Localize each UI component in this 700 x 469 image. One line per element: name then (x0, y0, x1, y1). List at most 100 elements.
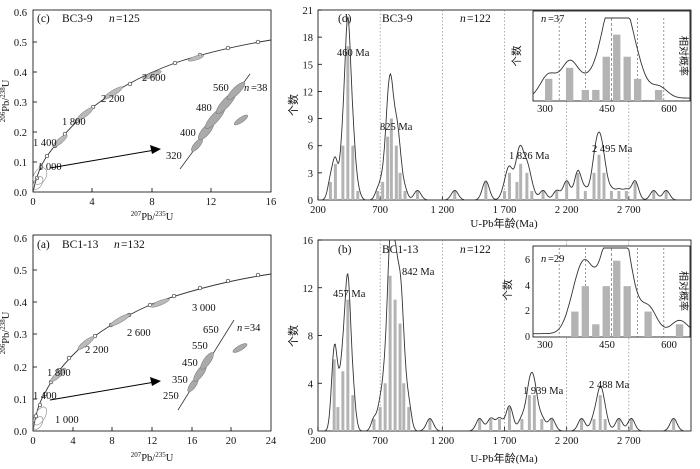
histogram-bar (664, 190, 668, 200)
panel-a-xticks: 0 4 8 12 16 20 24 (30, 436, 277, 447)
inset-bars (571, 260, 684, 337)
xtick: 450 (599, 340, 615, 351)
panel-d-letter: (d) (338, 13, 352, 25)
histogram-bar (378, 407, 382, 431)
peak-label: 460 Ma (337, 48, 370, 59)
panel-b-ylabel: 个数 (287, 325, 300, 347)
probability-curve (318, 16, 691, 201)
histogram-bar (532, 395, 536, 431)
histogram-bar (576, 172, 580, 200)
xtick: 1 700 (493, 205, 517, 216)
panel-d-peaks: 460 Ma 825 Ma 1 826 Ma 2 495 Ma (337, 48, 633, 162)
panel-c-tickmarks (33, 41, 212, 192)
arrowhead-icon (150, 377, 161, 386)
age-label: 1 000 (55, 415, 79, 426)
xtick: 2 200 (555, 205, 579, 216)
histogram-bar (428, 419, 432, 431)
inset-concordia: n =34 650 550 450 350 250 (163, 319, 261, 411)
ytick: 0.6 (14, 234, 27, 245)
ytick: 0.0 (14, 427, 27, 438)
histogram-bar (598, 395, 602, 431)
histogram-bar (623, 56, 631, 101)
ytick: 0 (308, 427, 313, 438)
panel-a-xlabel: 207Pb/235U (131, 451, 174, 464)
xtick: 1 200 (431, 436, 455, 447)
inset-n-label: n (244, 83, 249, 94)
histogram-bar (555, 190, 559, 200)
histogram-bar (393, 299, 397, 431)
inset-right-label: 相对概率 (677, 36, 690, 76)
panel-a-n-value: =132 (121, 239, 145, 251)
inset-age: 550 (192, 341, 208, 352)
peak-label: 457 Ma (333, 289, 366, 300)
histogram-bar (336, 407, 340, 431)
inset-age: 650 (203, 325, 219, 336)
panel-b-n-label: n (460, 244, 466, 256)
panel-b-xlabel: U-Pb年龄(Ma) (470, 451, 538, 465)
inset-age: 450 (182, 358, 198, 369)
ytick: 18 (303, 33, 314, 44)
panel-b-n-value: =122 (467, 244, 491, 256)
panel-d-ylabel: 个数 (287, 94, 300, 116)
xtick: 8 (149, 197, 154, 208)
histogram-bar (602, 56, 610, 101)
ytick: 0.5 (14, 266, 27, 277)
age-label: 2 600 (142, 73, 166, 84)
histogram-bar (672, 419, 676, 431)
panel-a-n-label: n (114, 239, 120, 251)
panel-d-sample: BC3-9 (382, 13, 413, 25)
histogram-bar (503, 190, 506, 200)
xtick: 600 (661, 340, 677, 351)
panel-b-letter: (b) (338, 244, 352, 256)
histogram-bar (383, 383, 387, 431)
ytick: 6 (525, 255, 530, 266)
peak-label: 1 939 Ma (523, 386, 564, 397)
age-label: 2 200 (85, 345, 109, 356)
ytick: 0.5 (14, 38, 27, 49)
histogram-bar (583, 190, 587, 200)
xtick: 24 (266, 436, 277, 447)
age-label: 2 600 (127, 328, 151, 339)
panel-d-bars (328, 46, 668, 200)
histogram-bar (341, 145, 345, 200)
peak-label: 2 488 Ma (589, 380, 630, 391)
panel-d: (d) BC3-9 n =122 个数 U-Pb年龄(Ma) 0 3 6 9 12 15 1… (287, 6, 692, 230)
panel-a: (a) BC1-13 n =132 0.0 0.1 0.2 0.3 0.4 0.… (0, 234, 277, 464)
histogram-bar (403, 190, 407, 200)
ytick: 0.0 (14, 188, 27, 199)
concordia-age-markers (33, 272, 261, 419)
panel-a-yticks: 0.0 0.1 0.2 0.3 0.4 0.5 0.6 (14, 234, 28, 438)
panel-a-frame (32, 234, 272, 432)
ytick: 4 (525, 281, 530, 292)
age-label: 1 400 (33, 138, 57, 149)
histogram-bar (592, 172, 596, 200)
inset-yticks: 0 2 4 6 (525, 255, 530, 343)
histogram-bar (341, 371, 345, 431)
xtick: 700 (372, 205, 388, 216)
histogram-bar (633, 181, 637, 200)
histogram-bar (489, 419, 493, 431)
ytick: 0 (308, 196, 313, 207)
inset-bars (545, 34, 663, 101)
ytick: 12 (303, 284, 314, 295)
histogram-bar (386, 136, 390, 200)
data-ellipses (32, 54, 204, 190)
inset-n-value: =34 (244, 323, 261, 334)
histogram-bar (571, 311, 579, 337)
xtick: 1 200 (431, 205, 455, 216)
histogram-bar (328, 181, 332, 200)
histogram-bar (602, 286, 610, 337)
panel-a-letter: (a) (37, 239, 50, 251)
histogram-bar (675, 324, 684, 337)
histogram-bar (519, 163, 523, 200)
xtick: 200 (310, 205, 326, 216)
histogram-bar (398, 323, 402, 431)
panel-b-sample: BC1-13 (382, 244, 419, 256)
peak-label: 2 495 Ma (592, 144, 633, 155)
panel-c-n-label: n (109, 13, 115, 25)
histogram-bar (545, 78, 553, 101)
histogram-bar (388, 275, 392, 431)
histogram-bar (609, 190, 613, 200)
ytick: 2 (525, 306, 530, 317)
